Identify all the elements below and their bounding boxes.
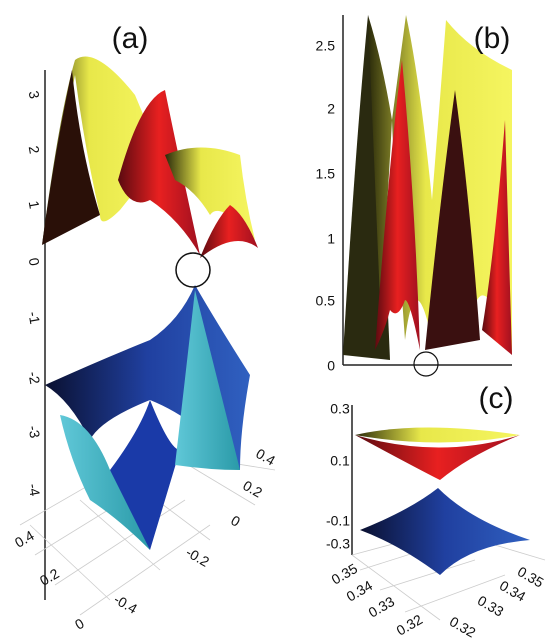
x-tick-label: 0	[72, 615, 87, 633]
z-tick-label: 0.3	[330, 401, 350, 417]
panel-label: (b)	[474, 22, 511, 55]
panel-a-graphics	[20, 57, 275, 615]
x-tick-label: 0.33	[366, 593, 398, 621]
y-tick-label: -0.2	[183, 544, 212, 570]
y-tick-label: 1.5	[316, 166, 336, 182]
z-tick-label: -1	[25, 310, 43, 325]
z-tick-label: 3	[26, 90, 43, 101]
y-tick-label: 0	[327, 358, 335, 374]
y-tick-label: 0.32	[447, 613, 479, 639]
y-tick-label: -0.4	[111, 591, 140, 617]
z-tick-label: 2	[26, 145, 43, 156]
y-tick-label: 0.2	[240, 477, 265, 501]
x-tick-label: 0.34	[344, 577, 376, 605]
y-tick-label: 1	[327, 231, 335, 247]
panel-label: (a)	[112, 22, 149, 55]
y-tick-label: 0	[228, 512, 243, 530]
y-tick-label: 2	[327, 101, 335, 117]
panel-label: (c)	[479, 382, 514, 415]
y-tick-label: 0.4	[253, 445, 278, 469]
x-tick-label: 0.2	[37, 565, 62, 589]
y-tick-label: 0.33	[475, 592, 507, 620]
figure: (a)3210-1-2-3-40.40.20-0.4-0.200.20.4(b)…	[0, 0, 555, 639]
z-tick-label: -2	[25, 370, 43, 385]
z-tick-label: 0	[26, 257, 43, 268]
z-tick-label: 1	[26, 200, 43, 211]
panel-b-graphics	[343, 15, 512, 376]
y-tick-label: 0.5	[316, 293, 336, 309]
x-tick-label: 0.32	[394, 611, 426, 639]
z-tick-label: -3	[25, 424, 43, 439]
z-tick-label: -0.1	[326, 513, 350, 529]
x-tick-label: 0.4	[12, 527, 37, 551]
z-tick-label: -4	[25, 482, 43, 497]
y-tick-label: 2.5	[316, 38, 336, 54]
z-tick-label: 0.1	[330, 453, 350, 469]
z-tick-label: -0.3	[326, 536, 350, 552]
